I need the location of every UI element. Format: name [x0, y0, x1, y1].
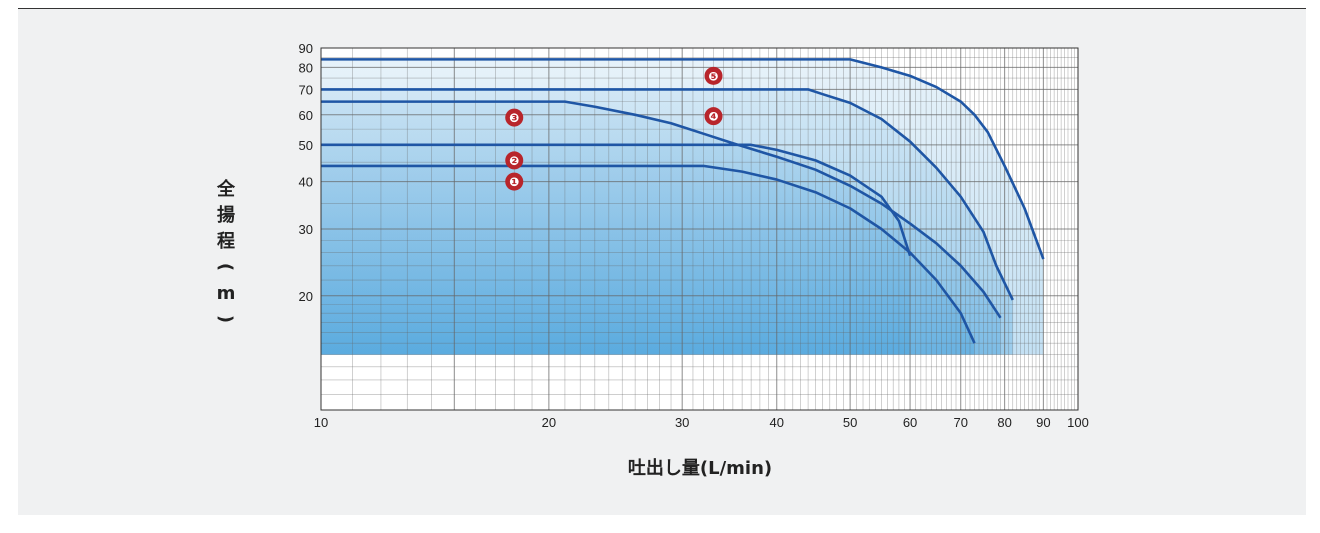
x-tick-label: 20 — [542, 415, 556, 430]
series-label-2: ❷ — [509, 154, 519, 168]
series-label-marker-4 — [704, 107, 723, 126]
series-label-marker-5 — [704, 66, 723, 85]
x-tick-label: 10 — [314, 415, 328, 430]
series-label-marker-2 — [505, 151, 524, 170]
x-tick-label: 40 — [770, 415, 784, 430]
series-label-4: ❹ — [708, 110, 718, 124]
top-rule — [18, 8, 1306, 9]
x-tick-label: 70 — [954, 415, 968, 430]
y-tick-label: 80 — [299, 60, 313, 75]
y-axis-title-char: 揚 — [217, 205, 235, 226]
y-axis-ticks: 20 30 40 50 60 70 80 90 — [299, 41, 313, 304]
y-axis-title-char: ) — [215, 315, 236, 323]
y-tick-label: 40 — [299, 175, 313, 190]
y-tick-label: 60 — [299, 108, 313, 123]
x-axis-ticks: 10 20 30 40 50 60 70 80 90 100 — [314, 415, 1089, 430]
y-tick-label: 30 — [299, 222, 313, 237]
y-tick-label: 50 — [299, 138, 313, 153]
x-axis-title: 吐出し量(L/min) — [628, 457, 772, 479]
y-axis-title-char: ( — [215, 263, 236, 271]
y-axis-title-char: 全 — [216, 178, 236, 200]
series-label-5: ❺ — [708, 69, 718, 83]
series-label-1: ❶ — [509, 175, 519, 189]
y-axis-title: 全揚程 ( m) — [215, 178, 236, 323]
x-tick-label: 60 — [903, 415, 917, 430]
series-line-3 — [321, 100, 1002, 319]
series-lines — [321, 58, 1045, 344]
x-tick-label: 30 — [675, 415, 689, 430]
series-label-marker-3 — [505, 108, 524, 127]
x-tick-label: 50 — [843, 415, 857, 430]
x-tick-label: 100 — [1067, 415, 1089, 430]
y-tick-label: 20 — [299, 289, 313, 304]
series-label-3: ❸ — [509, 111, 519, 125]
y-tick-label: 90 — [299, 41, 313, 56]
y-tick-label: 70 — [299, 82, 313, 97]
series-line-5 — [321, 58, 1045, 260]
x-tick-label: 90 — [1036, 415, 1050, 430]
x-tick-label: 80 — [997, 415, 1011, 430]
series-line-4 — [321, 88, 1014, 301]
plot-frame — [320, 47, 1079, 411]
series-line-2 — [321, 143, 912, 257]
series-labels: ❶ ❷ ❸ ❹ ❺ — [505, 66, 723, 191]
y-axis-title-char: 程 — [217, 231, 235, 252]
y-axis-title-char: m — [217, 283, 236, 304]
series-label-marker-1 — [505, 172, 524, 191]
series-line-1 — [321, 164, 976, 344]
